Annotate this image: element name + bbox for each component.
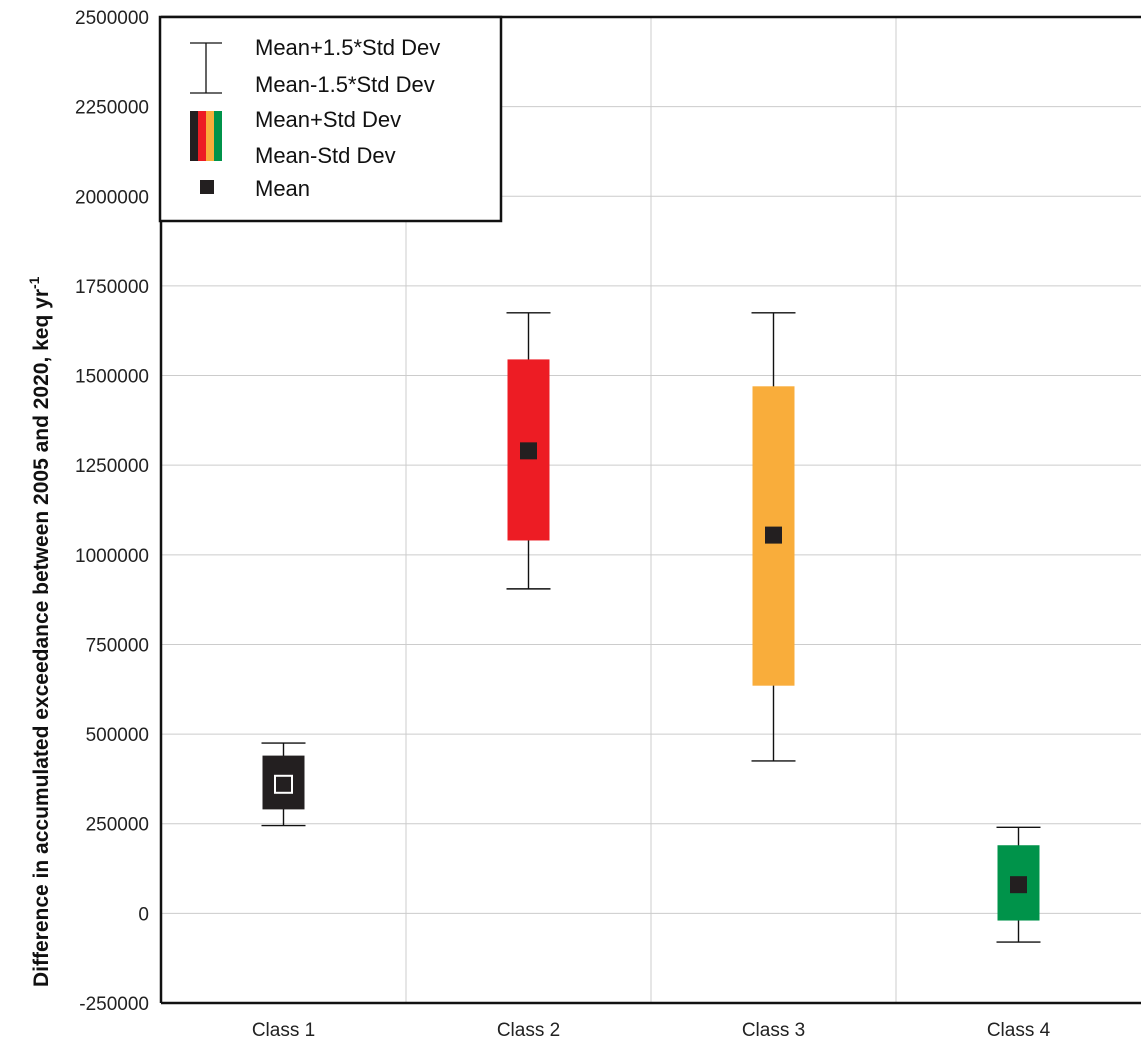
y-tick-label: 1250000 — [75, 456, 149, 477]
x-tick-label: Class 4 — [987, 1020, 1051, 1041]
box-1 — [261, 742, 306, 827]
y-tick-label: 500000 — [86, 725, 149, 746]
legend-mean-icon — [200, 180, 214, 194]
box-4 — [996, 826, 1041, 943]
legend-whisker-icon — [190, 42, 222, 94]
mean-marker — [274, 774, 293, 794]
x-tick-label: Class 1 — [252, 1020, 315, 1041]
x-tick-label: Class 3 — [742, 1020, 805, 1041]
mean-marker — [520, 442, 537, 460]
y-tick-label: 750000 — [86, 635, 149, 656]
y-axis-label-superscript: -1 — [26, 276, 42, 289]
y-tick-label: -250000 — [79, 994, 149, 1015]
y-tick-label: 0 — [138, 904, 149, 925]
y-tick-label: 2250000 — [75, 98, 149, 119]
y-tick-label: 2500000 — [75, 8, 149, 29]
mean-marker — [1010, 876, 1027, 894]
mean-marker — [765, 526, 782, 544]
x-tick-label: Class 2 — [497, 1020, 560, 1041]
box-series — [261, 312, 1041, 943]
y-tick-label: 1750000 — [75, 277, 149, 298]
legend-label-whisker-low: Mean-1.5*Std Dev — [255, 72, 435, 97]
y-tick-label: 1500000 — [75, 367, 149, 388]
legend-label-box-high: Mean+Std Dev — [255, 107, 401, 132]
box-3 — [751, 312, 796, 762]
legend-label-whisker-high: Mean+1.5*Std Dev — [255, 35, 440, 60]
y-tick-label: 250000 — [86, 815, 149, 836]
box-2 — [506, 312, 551, 590]
y-axis-label: Difference in accumulated exceedance bet… — [26, 276, 53, 987]
y-axis-label-text: Difference in accumulated exceedance bet… — [30, 289, 53, 987]
legend-label-mean: Mean — [255, 176, 310, 201]
y-tick-label: 1000000 — [75, 546, 149, 567]
y-tick-label: 2000000 — [75, 187, 149, 208]
legend-label-box-low: Mean-Std Dev — [255, 143, 396, 168]
tick-labels: -250000 0 250000 500000 750000 1000000 1250000… — [75, 8, 1051, 1041]
legend: Mean+1.5*Std Dev Mean-1.5*Std Dev Mean+S… — [158, 15, 503, 223]
legend-box-icon — [190, 111, 222, 161]
